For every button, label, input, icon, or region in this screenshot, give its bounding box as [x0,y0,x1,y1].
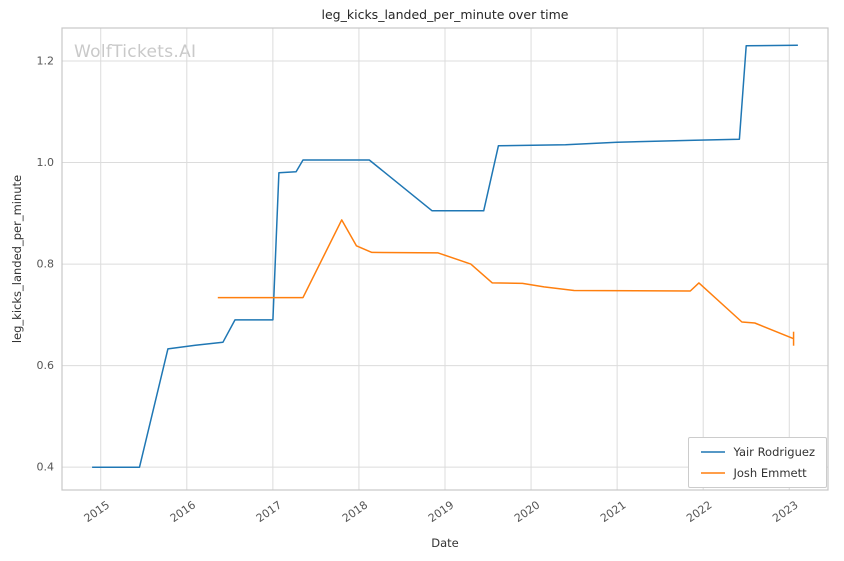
legend-label: Josh Emmett [733,466,807,480]
x-tick-label: 2017 [254,498,284,525]
x-tick-label: 2020 [512,498,542,525]
y-axis-label: leg_kicks_landed_per_minute [10,174,24,344]
series-line-yair-rodriguez [92,44,798,468]
watermark: WolfTickets.AI [74,42,197,62]
x-tick-label: 2018 [340,498,370,525]
y-tick-label: 0.6 [37,359,55,372]
y-tick-label: 0.4 [37,461,55,474]
legend-item-yair-rodriguez: Yair Rodriguez [700,445,816,459]
series-line-josh-emmett [217,219,794,340]
x-tick-label: 2019 [426,498,456,525]
legend-item-josh-emmett: Josh Emmett [700,466,816,480]
y-tick-label: 1.0 [37,156,55,169]
x-tick-label: 2022 [684,498,714,525]
x-axis-label: Date [431,536,459,550]
y-tick-label: 0.8 [37,258,55,271]
chart-title: leg_kicks_landed_per_minute over time [321,7,569,22]
x-tick-label: 2016 [168,498,198,525]
x-tick-label: 2023 [770,498,800,525]
plot-border [61,27,829,491]
x-tick-label: 2021 [598,498,628,525]
legend-line-icon [700,451,725,453]
y-tick-label: 1.2 [37,55,55,68]
legend: Yair Rodriguez Josh Emmett [687,437,827,488]
legend-label: Yair Rodriguez [733,445,816,459]
legend-line-icon [700,472,725,474]
x-tick-label: 2015 [82,498,112,525]
